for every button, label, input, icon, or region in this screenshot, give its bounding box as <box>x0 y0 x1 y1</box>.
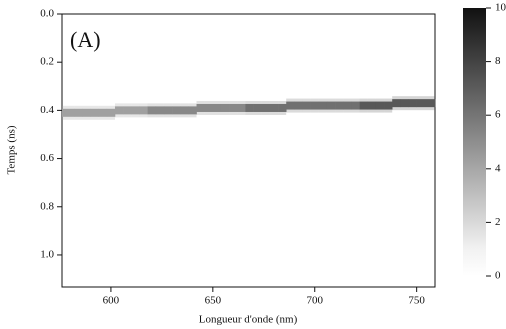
y-tick-label: 0.4 <box>40 104 54 116</box>
y-tick-label: 0.8 <box>40 200 54 212</box>
y-tick-label: 1.0 <box>40 248 54 260</box>
band-cell <box>197 104 205 112</box>
band-cell <box>229 104 237 112</box>
band-cell <box>213 104 221 112</box>
band-cell <box>392 99 400 107</box>
band-cell <box>319 102 327 110</box>
band-cell <box>82 109 90 117</box>
band-cell <box>139 106 147 114</box>
band-cell <box>148 106 156 114</box>
band-cell <box>131 106 139 114</box>
band-cell <box>417 99 436 107</box>
band-cell <box>303 102 311 110</box>
x-tick-label: 650 <box>205 295 222 307</box>
band-cell <box>368 102 376 110</box>
colorbar-tick-label: 6 <box>495 109 501 121</box>
band-cell <box>115 106 123 114</box>
x-axis-label: Longueur d'onde (nm) <box>199 314 298 326</box>
band-cell <box>270 104 278 112</box>
band-cell <box>311 102 319 110</box>
band-cell <box>335 102 343 110</box>
band-cell <box>343 102 351 110</box>
band-cell <box>351 102 359 110</box>
band-cell <box>327 102 335 110</box>
band-cell <box>74 109 82 117</box>
band-cell <box>400 99 408 107</box>
colorbar-tick-label: 0 <box>495 270 501 282</box>
band-cell <box>237 104 245 112</box>
band-cell <box>99 109 107 117</box>
band-cell <box>254 104 262 112</box>
colorbar-tick-label: 8 <box>495 55 501 67</box>
band-cell <box>221 104 229 112</box>
band-cell <box>262 104 270 112</box>
band-cell <box>156 106 164 114</box>
band-cell <box>278 104 286 112</box>
band-cell <box>409 99 417 107</box>
y-axis-label: Temps (ns) <box>6 125 18 174</box>
panel-label: (A) <box>70 27 101 52</box>
y-tick-label: 0.6 <box>40 152 54 164</box>
band-cell <box>123 106 131 114</box>
band-cell <box>360 102 368 110</box>
colorbar-tick-label: 10 <box>495 2 506 14</box>
band-cell <box>205 104 213 112</box>
colorbar-tick-label: 4 <box>495 162 501 174</box>
plot-frame <box>62 14 435 287</box>
y-tick-label: 0.0 <box>40 8 54 20</box>
colorbar <box>463 8 486 276</box>
band-cell <box>62 109 75 117</box>
y-tick-label: 0.2 <box>40 56 54 68</box>
x-tick-label: 700 <box>306 295 323 307</box>
band-cell <box>164 106 172 114</box>
chart: (A) Longueur d'onde (nm) Temps (ns) 0.0 0… <box>0 0 506 329</box>
colorbar-tick-label: 2 <box>495 216 501 228</box>
band-cell <box>384 102 392 110</box>
x-tick-label: 600 <box>103 295 120 307</box>
band-cell <box>188 106 196 114</box>
band-cell <box>376 102 384 110</box>
band-cell <box>91 109 99 117</box>
band-cell <box>245 104 253 112</box>
band-cell <box>172 106 180 114</box>
band-cell <box>180 106 188 114</box>
x-tick-label: 750 <box>408 295 425 307</box>
band-cell <box>286 102 294 110</box>
band-cell <box>107 109 115 117</box>
band-cell <box>294 102 302 110</box>
